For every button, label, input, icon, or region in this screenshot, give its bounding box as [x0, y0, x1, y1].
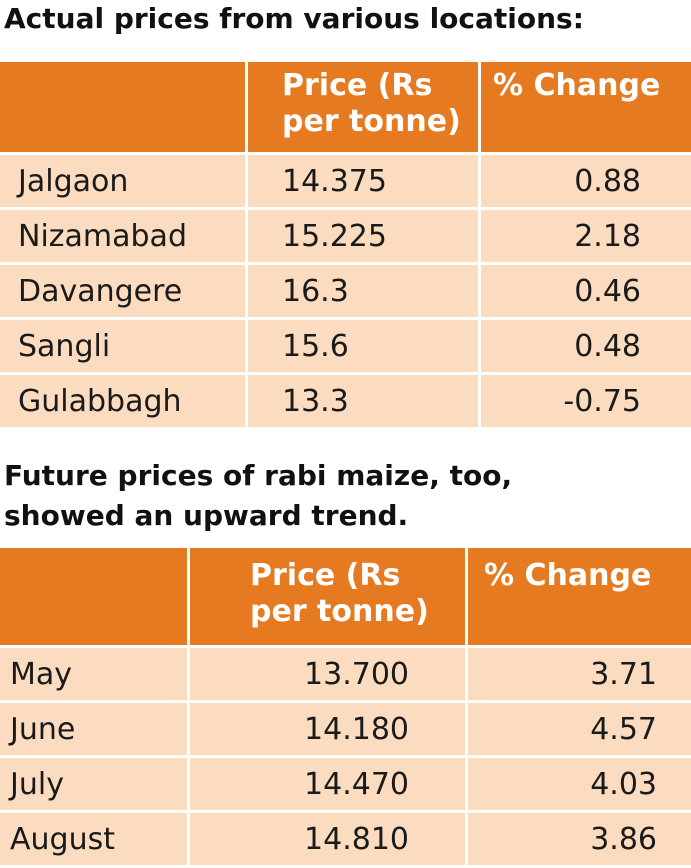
location-cell: Davangere	[0, 265, 248, 320]
table-row: Jalgaon 14.375 0.88	[0, 155, 691, 210]
price-cell: 14.810	[190, 813, 468, 868]
table-row: May 13.700 3.71	[0, 648, 691, 703]
change-cell: 0.88	[481, 155, 691, 210]
change-cell: 3.86	[468, 813, 691, 868]
change-cell: 0.46	[481, 265, 691, 320]
change-cell: 4.57	[468, 703, 691, 758]
price-cell: 16.3	[248, 265, 481, 320]
future-prices-table: Price (Rs per tonne) % Change May 13.700…	[0, 548, 691, 868]
table-row: Davangere 16.3 0.46	[0, 265, 691, 320]
table-row: Sangli 15.6 0.48	[0, 320, 691, 375]
table-header-row: Price (Rs per tonne) % Change	[0, 62, 691, 155]
table-header-row: Price (Rs per tonne) % Change	[0, 548, 691, 648]
location-column-header	[0, 62, 248, 155]
month-cell: May	[0, 648, 190, 703]
change-cell: -0.75	[481, 375, 691, 430]
table-row: August 14.810 3.86	[0, 813, 691, 868]
change-cell: 0.48	[481, 320, 691, 375]
month-cell: June	[0, 703, 190, 758]
table-row: June 14.180 4.57	[0, 703, 691, 758]
month-cell: July	[0, 758, 190, 813]
actual-prices-table: Price (Rs per tonne) % Change Jalgaon 14…	[0, 62, 691, 430]
price-cell: 14.470	[190, 758, 468, 813]
price-column-header: Price (Rs per tonne)	[248, 62, 481, 155]
table-row: Nizamabad 15.225 2.18	[0, 210, 691, 265]
change-column-header: % Change	[481, 62, 691, 155]
price-column-header: Price (Rs per tonne)	[190, 548, 468, 648]
price-cell: 13.3	[248, 375, 481, 430]
change-column-header: % Change	[468, 548, 691, 648]
price-cell: 15.225	[248, 210, 481, 265]
change-cell: 2.18	[481, 210, 691, 265]
month-column-header	[0, 548, 190, 648]
price-cell: 14.375	[248, 155, 481, 210]
month-cell: August	[0, 813, 190, 868]
location-cell: Nizamabad	[0, 210, 248, 265]
change-cell: 4.03	[468, 758, 691, 813]
price-cell: 14.180	[190, 703, 468, 758]
change-cell: 3.71	[468, 648, 691, 703]
price-cell: 15.6	[248, 320, 481, 375]
location-cell: Sangli	[0, 320, 248, 375]
table-row: July 14.470 4.03	[0, 758, 691, 813]
location-cell: Jalgaon	[0, 155, 248, 210]
actual-prices-heading: Actual prices from various locations:	[4, 2, 584, 35]
location-cell: Gulabbagh	[0, 375, 248, 430]
table-row: Gulabbagh 13.3 -0.75	[0, 375, 691, 430]
price-cell: 13.700	[190, 648, 468, 703]
future-prices-heading: Future prices of rabi maize, too, showed…	[4, 459, 513, 532]
